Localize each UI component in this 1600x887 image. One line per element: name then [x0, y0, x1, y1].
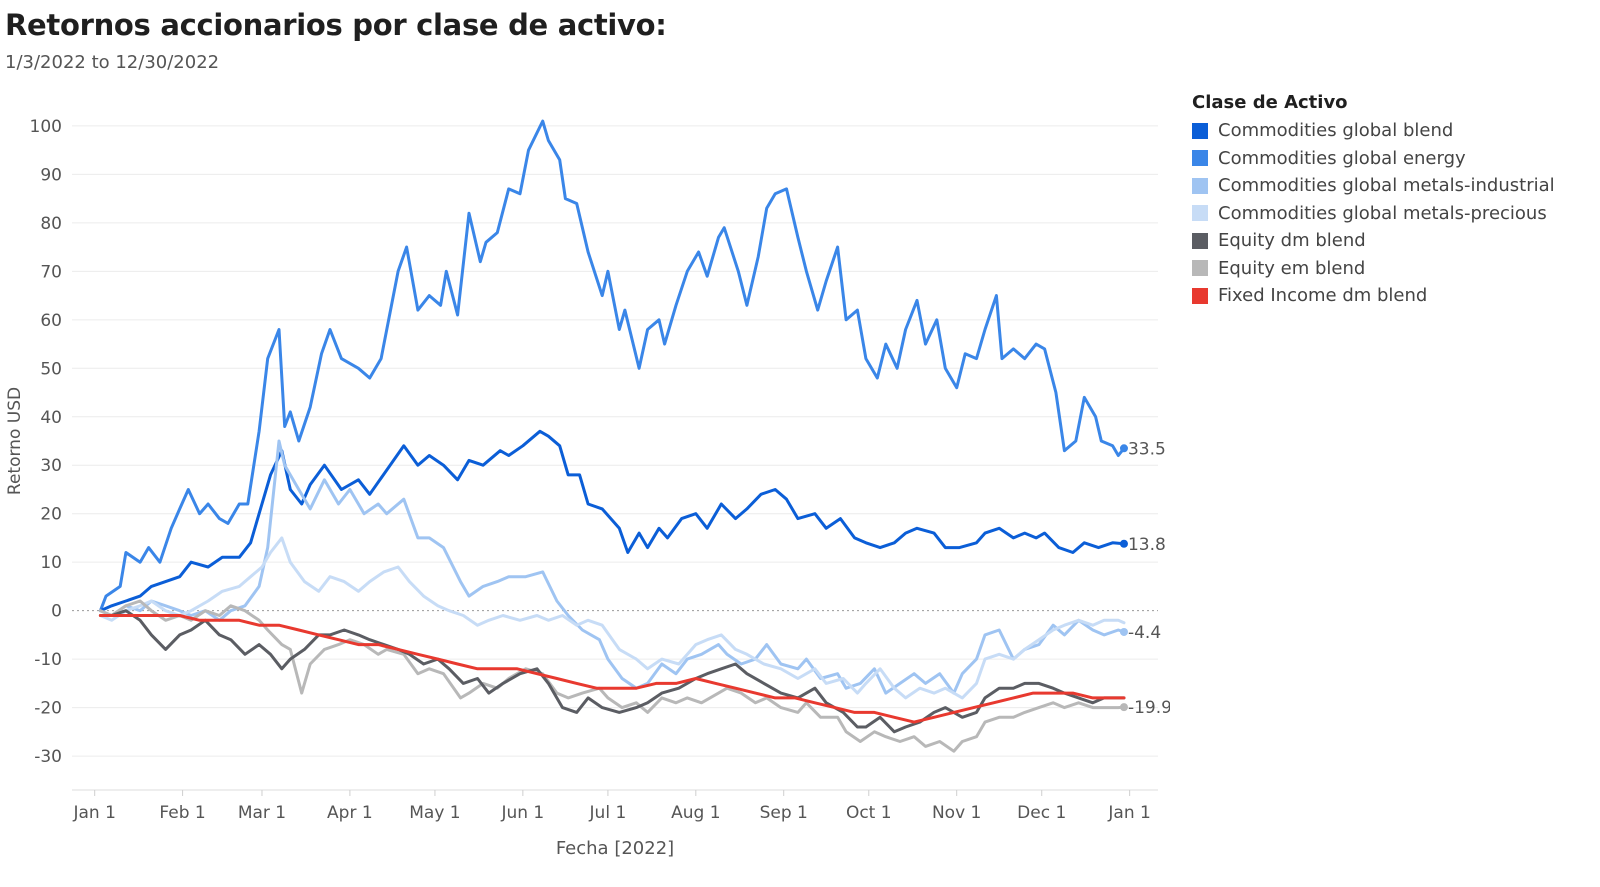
x-tick-label: Sep 1: [760, 803, 808, 823]
chart-title: Retornos accionarios por clase de activo…: [5, 8, 667, 42]
series-end-marker: [1119, 444, 1128, 453]
legend-item[interactable]: Commodities global blend: [1192, 117, 1597, 145]
series-end-marker: [1119, 703, 1128, 712]
legend-swatch: [1192, 177, 1208, 194]
legend-item[interactable]: Equity dm blend: [1192, 227, 1597, 255]
y-tick-label: 60: [40, 311, 62, 331]
y-tick-label: 0: [51, 602, 62, 622]
end-value-label: -19.9: [1128, 698, 1170, 718]
x-tick-label: Dec 1: [1017, 803, 1066, 823]
legend-swatch: [1192, 260, 1208, 277]
x-tick-label: Jan 1: [1107, 803, 1150, 823]
x-tick-label: May 1: [409, 803, 460, 823]
series-line: [98, 609, 1126, 734]
y-tick-label: 70: [40, 262, 62, 282]
y-tick-label: -20: [34, 699, 62, 719]
legend-swatch: [1192, 232, 1208, 249]
y-tick-label: 100: [30, 117, 62, 137]
end-value-label: 13.8: [1128, 535, 1166, 555]
x-tick-label: Jul 1: [589, 803, 627, 823]
legend-label: Commodities global metals-industrial: [1218, 175, 1555, 197]
y-tick-label: 10: [40, 553, 62, 573]
x-tick-label: Feb 1: [159, 803, 205, 823]
legend-item[interactable]: Commodities global metals-precious: [1192, 200, 1597, 228]
legend-item[interactable]: Commodities global energy: [1192, 145, 1597, 173]
x-tick-label: Apr 1: [327, 803, 373, 823]
legend-swatch: [1192, 287, 1208, 304]
legend-item[interactable]: Equity em blend: [1192, 255, 1597, 283]
x-tick-label: Mar 1: [238, 803, 286, 823]
legend-item[interactable]: Commodities global metals-industrial: [1192, 172, 1597, 200]
line-chart: -30 -20 -10 0 10 20 30 40 50 60 70 80 90 100 Jan 1 Feb …: [5, 117, 1170, 859]
legend-label: Commodities global metals-precious: [1218, 202, 1547, 224]
legend-label: Fixed Income dm blend: [1218, 285, 1428, 307]
legend: Clase de Activo Commodities global blend…: [1192, 92, 1597, 310]
series-line: [98, 119, 1126, 613]
series-line: [98, 429, 1126, 613]
end-value-label: 33.5: [1128, 439, 1166, 459]
series-end-marker: [1119, 627, 1128, 636]
y-tick-label: 20: [40, 505, 62, 525]
series-line: [98, 536, 1126, 700]
y-tick-label: 50: [40, 359, 62, 379]
y-tick-label: 80: [40, 214, 62, 234]
legend-item[interactable]: Fixed Income dm blend: [1192, 282, 1597, 310]
end-value-label: -4.4: [1128, 623, 1161, 643]
y-tick-label: -10: [34, 650, 62, 670]
legend-label: Equity dm blend: [1218, 230, 1366, 252]
legend-title: Clase de Activo: [1192, 92, 1348, 113]
series-end-marker: [1119, 539, 1128, 548]
y-tick-label: -30: [34, 747, 62, 767]
x-tick-label: Jun 1: [500, 803, 544, 823]
legend-swatch: [1192, 150, 1208, 167]
legend-label: Commodities global energy: [1218, 147, 1466, 169]
legend-swatch: [1192, 205, 1208, 222]
y-tick-label: 90: [40, 165, 62, 185]
y-tick-label: 30: [40, 456, 62, 476]
series-line: [98, 599, 1126, 753]
legend-label: Equity em blend: [1218, 257, 1366, 279]
x-tick-label: Oct 1: [846, 803, 892, 823]
series-line: [98, 439, 1126, 695]
x-tick-label: Nov 1: [932, 803, 981, 823]
chart-subtitle: 1/3/2022 to 12/30/2022: [5, 52, 220, 73]
legend-swatch: [1192, 122, 1208, 139]
series-line: [98, 614, 1126, 724]
y-tick-label: 40: [40, 408, 62, 428]
legend-label: Commodities global blend: [1218, 120, 1454, 142]
x-tick-label: Jan 1: [72, 803, 115, 823]
x-tick-label: Aug 1: [671, 803, 720, 823]
y-axis-title: Retorno USD: [5, 387, 25, 495]
x-axis-title: Fecha [2022]: [556, 838, 674, 859]
